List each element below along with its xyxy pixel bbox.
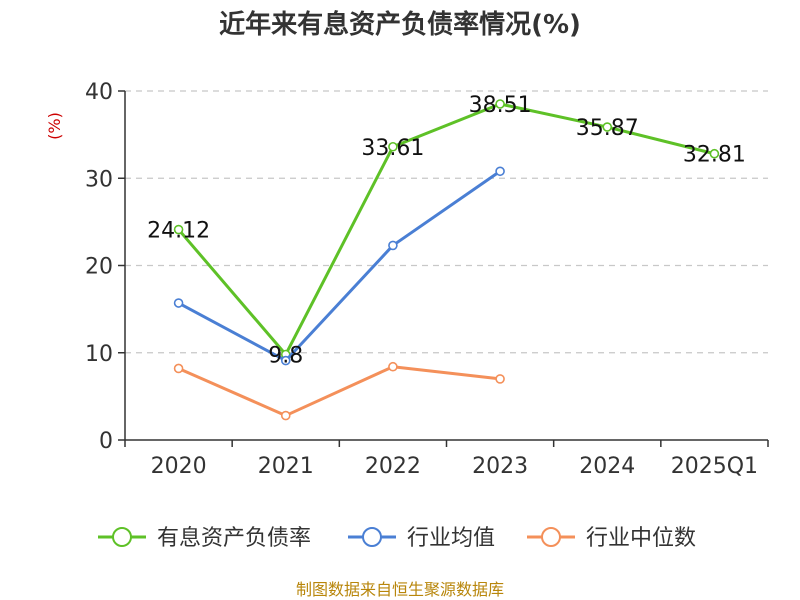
legend[interactable]: 有息资产负债率 行业均值 行业中位数	[98, 526, 696, 551]
data-point-0-2[interactable]	[388, 141, 398, 152]
data-point-1-1[interactable]	[280, 355, 291, 366]
series-line-0	[177, 102, 715, 356]
y-tick-label-3: 30	[85, 167, 113, 192]
y-tick-label-0: 0	[99, 429, 113, 454]
x-tick-label-0: 2020	[151, 454, 207, 479]
data-label-0-4: 35.87	[576, 116, 639, 141]
legend-item-1[interactable]: 行业均值	[348, 526, 495, 551]
y-tick-label-1: 10	[85, 342, 113, 367]
data-point-0-4[interactable]	[602, 122, 613, 132]
data-point-0-0[interactable]	[173, 224, 184, 235]
data-point-0-3[interactable]	[495, 99, 505, 109]
data-point-2-0[interactable]	[173, 363, 184, 374]
legend-marker-2	[541, 527, 561, 547]
series-layer	[173, 99, 720, 421]
grid-lines	[125, 90, 768, 354]
data-label-0-0: 24.12	[147, 219, 210, 244]
x-tick-label-4: 2024	[579, 454, 635, 479]
axes: 0 10 20 30 40 2020 2021 2022 2023 2024 2025Q1	[85, 80, 769, 479]
data-point-1-3[interactable]	[495, 166, 505, 177]
y-tick-label-2: 20	[85, 255, 113, 280]
data-source-note: 制图数据来自恒生聚源数据库	[296, 580, 504, 599]
data-label-0-3: 38.51	[469, 93, 532, 118]
data-point-2-3[interactable]	[495, 374, 505, 384]
legend-item-2[interactable]: 行业中位数	[527, 526, 696, 551]
series-line-2	[177, 365, 501, 418]
legend-marker-0	[112, 527, 132, 547]
legend-label-2: 行业中位数	[586, 526, 696, 551]
data-point-2-2[interactable]	[388, 361, 398, 372]
data-point-1-2[interactable]	[388, 240, 398, 251]
data-point-1-0[interactable]	[173, 298, 184, 308]
legend-label-0: 有息资产负债率	[157, 526, 311, 551]
chart-title: 近年来有息资产负债率情况(%)	[219, 9, 581, 40]
data-label-0-2: 33.61	[361, 136, 424, 161]
y-tick-label-4: 40	[85, 80, 113, 105]
x-tick-label-1: 2021	[258, 454, 314, 479]
y-axis-unit: (%)	[45, 112, 64, 140]
data-labels: 24.12 9.8 33.61 38.51 35.87 32.81	[147, 93, 746, 368]
x-tick-label-5: 2025Q1	[671, 454, 758, 479]
data-point-0-5[interactable]	[709, 148, 720, 159]
legend-item-0[interactable]: 有息资产负债率	[98, 526, 311, 551]
data-label-0-1: 9.8	[268, 343, 303, 368]
data-label-0-5: 32.81	[683, 143, 746, 168]
series-line-1	[177, 170, 501, 363]
data-point-2-1[interactable]	[280, 410, 291, 421]
legend-marker-1	[362, 527, 382, 547]
legend-label-1: 行业均值	[407, 526, 495, 551]
x-tick-label-2: 2022	[365, 454, 421, 479]
x-tick-label-3: 2023	[472, 454, 528, 479]
